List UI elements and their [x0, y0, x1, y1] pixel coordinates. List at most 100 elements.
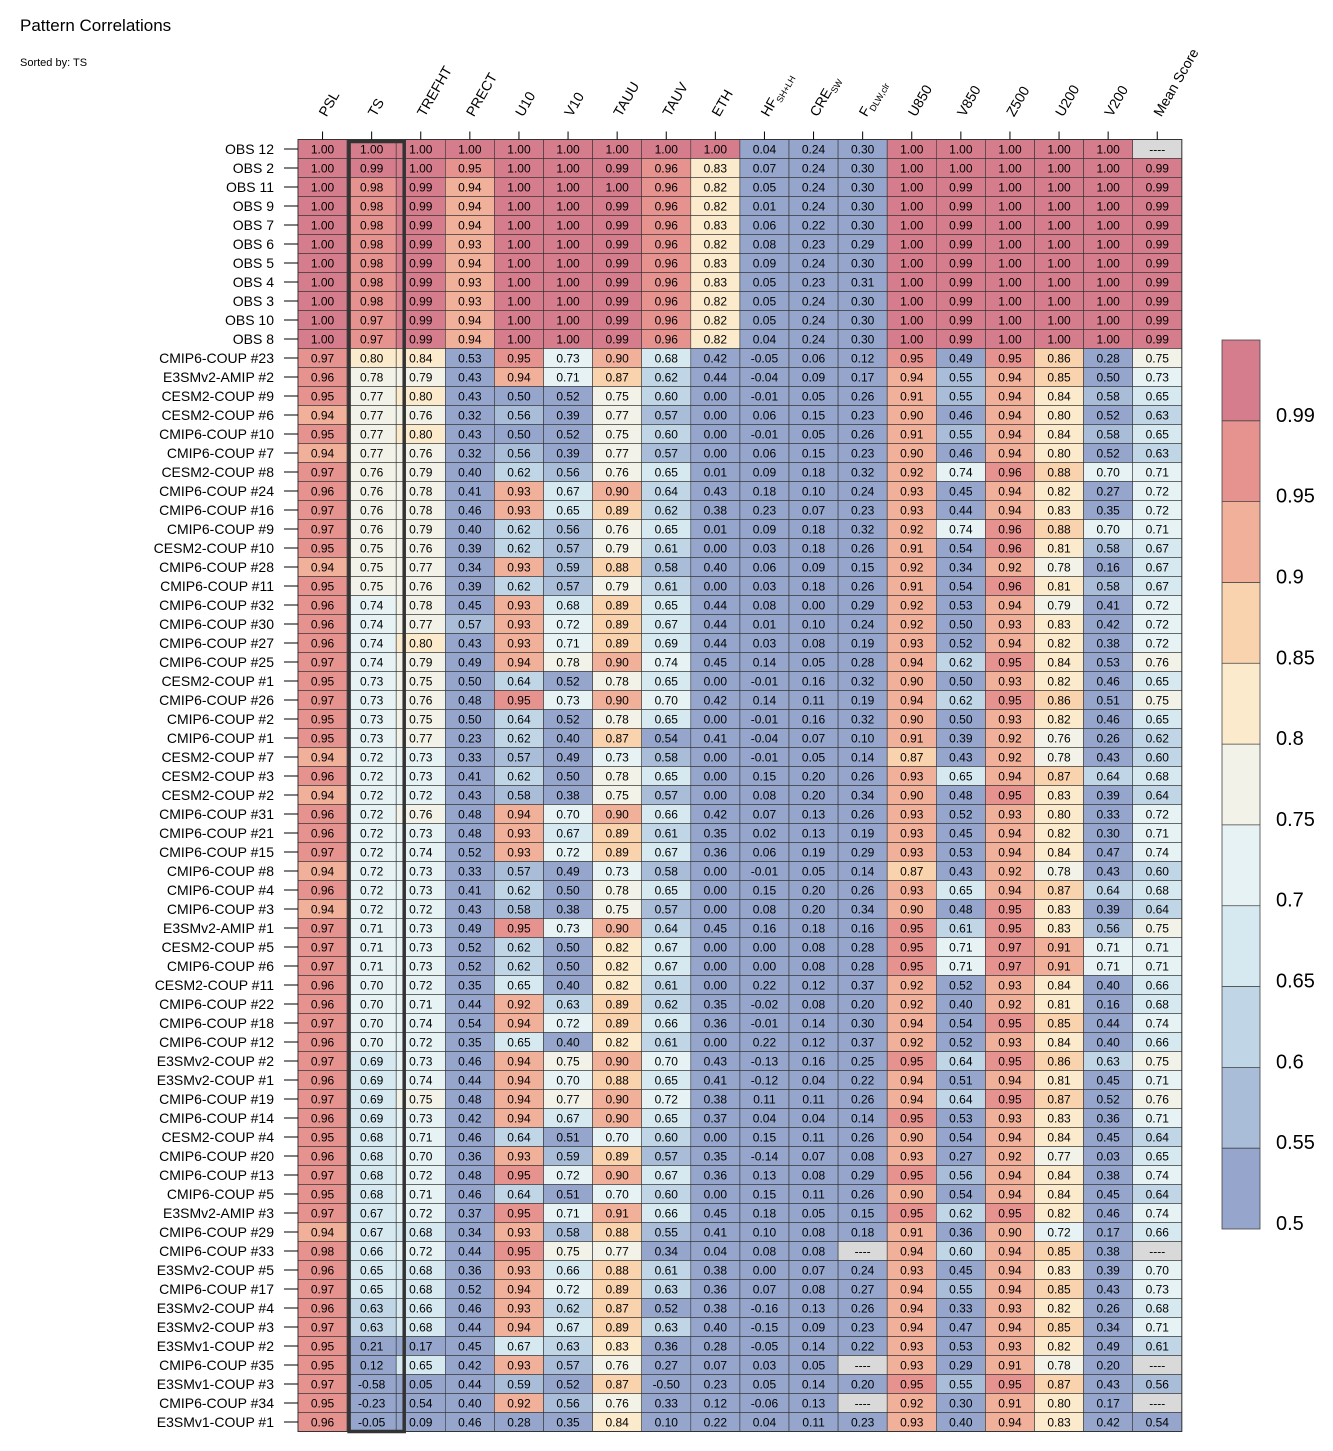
cell-value-label: 0.75 [605, 903, 629, 917]
cell-value-label: 0.65 [1146, 675, 1170, 689]
cell-value-label: 1.00 [507, 143, 531, 157]
cell-value-label: 0.66 [556, 1264, 580, 1278]
cell-value-label: 0.94 [458, 314, 482, 328]
cell-value-label: 0.08 [753, 789, 777, 803]
column-header-subscript: DLW,clr [867, 81, 891, 113]
cell-value-label: 0.63 [360, 1321, 384, 1335]
cell-value-label: 0.01 [704, 466, 728, 480]
cell-value-label: 0.24 [802, 314, 826, 328]
cell-value-label: 0.18 [802, 580, 826, 594]
cell-value-label: 1.00 [900, 200, 924, 214]
colorbar-tick-label: 0.85 [1276, 647, 1315, 669]
cell-value-label: 0.82 [1047, 485, 1071, 499]
cell-value-label: 0.82 [1047, 637, 1071, 651]
cell-value-label: 0.42 [458, 1359, 482, 1373]
cell-value-label: 0.15 [753, 884, 777, 898]
cell-value-label: 0.08 [851, 1150, 875, 1164]
cell-value-label: 0.90 [900, 713, 924, 727]
cell-value-label: 0.32 [851, 675, 875, 689]
cell-value-label: 0.91 [900, 580, 924, 594]
cell-value-label: 0.08 [802, 1283, 826, 1297]
cell-value-label: 0.96 [311, 998, 335, 1012]
cell-value-label: 0.48 [458, 808, 482, 822]
cell-value-label: 0.26 [851, 770, 875, 784]
cell-value-label: 0.74 [655, 656, 679, 670]
cell-value-label: 0.87 [900, 751, 924, 765]
cell-value-label: 0.70 [605, 1188, 629, 1202]
cell-value-label: 0.74 [409, 846, 433, 860]
row-label: CMIP6-COUP #23 [159, 350, 274, 366]
cell-value-label: 0.99 [949, 257, 973, 271]
colorbar-segment [1222, 905, 1260, 987]
cell-value-label: 0.21 [360, 1340, 384, 1354]
cell-value-label: 0.61 [655, 1264, 679, 1278]
row-label: CESM2-COUP #3 [161, 768, 274, 784]
cell-value-label: 0.93 [458, 276, 482, 290]
cell-value-label: 0.24 [851, 618, 875, 632]
cell-value-label: 0.89 [605, 1283, 629, 1297]
column-header: V10 [561, 89, 587, 119]
cell-value-label: 0.75 [556, 1055, 580, 1069]
cell-value-label: 0.94 [998, 409, 1022, 423]
cell-value-label: 0.57 [556, 542, 580, 556]
cell-value-label: 0.72 [556, 846, 580, 860]
cell-value-label: 0.74 [1146, 1169, 1170, 1183]
row-label: CMIP6-COUP #1 [167, 730, 274, 746]
cell-value-label: 0.97 [311, 504, 335, 518]
cell-value-label: 0.00 [802, 599, 826, 613]
cell-value-label: 0.74 [360, 656, 384, 670]
colorbar-tick-label: 0.5 [1276, 1213, 1304, 1235]
cell-value-label: 0.06 [753, 561, 777, 575]
cell-value-label: ---- [1149, 143, 1165, 157]
row-label: OBS 7 [233, 217, 274, 233]
cell-value-label: 0.62 [507, 523, 531, 537]
cell-value-label: 0.93 [507, 1359, 531, 1373]
cell-value-label: 0.40 [556, 979, 580, 993]
cell-value-label: 0.29 [851, 1169, 875, 1183]
row-label: CMIP6-COUP #19 [159, 1091, 274, 1107]
cell-value-label: 0.99 [949, 200, 973, 214]
cell-value-label: 0.06 [753, 447, 777, 461]
cell-value-label: -0.23 [358, 1397, 386, 1411]
cell-value-label: 0.93 [998, 808, 1022, 822]
cell-value-label: 0.99 [1146, 295, 1170, 309]
row-label: CESM2-COUP #9 [161, 388, 274, 404]
cell-value-label: 0.34 [851, 789, 875, 803]
cell-value-label: 0.30 [851, 162, 875, 176]
cell-value-label: 0.49 [458, 656, 482, 670]
cell-value-label: 0.33 [949, 1302, 973, 1316]
cell-value-label: 0.34 [949, 561, 973, 575]
cell-value-label: 0.93 [998, 1112, 1022, 1126]
cell-value-label: 0.00 [704, 770, 728, 784]
cell-value-label: 0.99 [1146, 314, 1170, 328]
cell-value-label: 0.36 [458, 1264, 482, 1278]
cell-value-label: 0.68 [1146, 770, 1170, 784]
cell-value-label: 0.95 [998, 1207, 1022, 1221]
cell-value-label: 0.30 [851, 333, 875, 347]
cell-value-label: 0.95 [311, 1340, 335, 1354]
cell-value-label: 0.08 [802, 960, 826, 974]
cell-value-label: 0.45 [704, 1207, 728, 1221]
cell-value-label: 0.73 [409, 884, 433, 898]
cell-value-label: 0.01 [753, 618, 777, 632]
cell-value-label: 0.95 [998, 922, 1022, 936]
cell-value-label: 0.91 [900, 1226, 924, 1240]
cell-value-label: 0.80 [1047, 808, 1071, 822]
cell-value-label: 0.91 [605, 1207, 629, 1221]
cell-value-label: 0.00 [704, 941, 728, 955]
cell-value-label: 0.74 [360, 618, 384, 632]
cell-value-label: 0.95 [998, 903, 1022, 917]
cell-value-label: 0.54 [458, 1017, 482, 1031]
cell-value-label: 0.95 [311, 428, 335, 442]
cell-value-label: 0.04 [753, 1416, 777, 1430]
cell-value-label: 0.75 [605, 789, 629, 803]
cell-value-label: 0.91 [900, 542, 924, 556]
cell-value-label: 0.78 [409, 504, 433, 518]
cell-value-label: 0.52 [556, 713, 580, 727]
cell-value-label: 0.38 [556, 789, 580, 803]
cell-value-label: 0.77 [409, 732, 433, 746]
cell-value-label: 0.63 [556, 1340, 580, 1354]
row-label: CMIP6-COUP #22 [159, 996, 274, 1012]
cell-value-label: 1.00 [507, 181, 531, 195]
cell-value-label: 0.05 [802, 865, 826, 879]
